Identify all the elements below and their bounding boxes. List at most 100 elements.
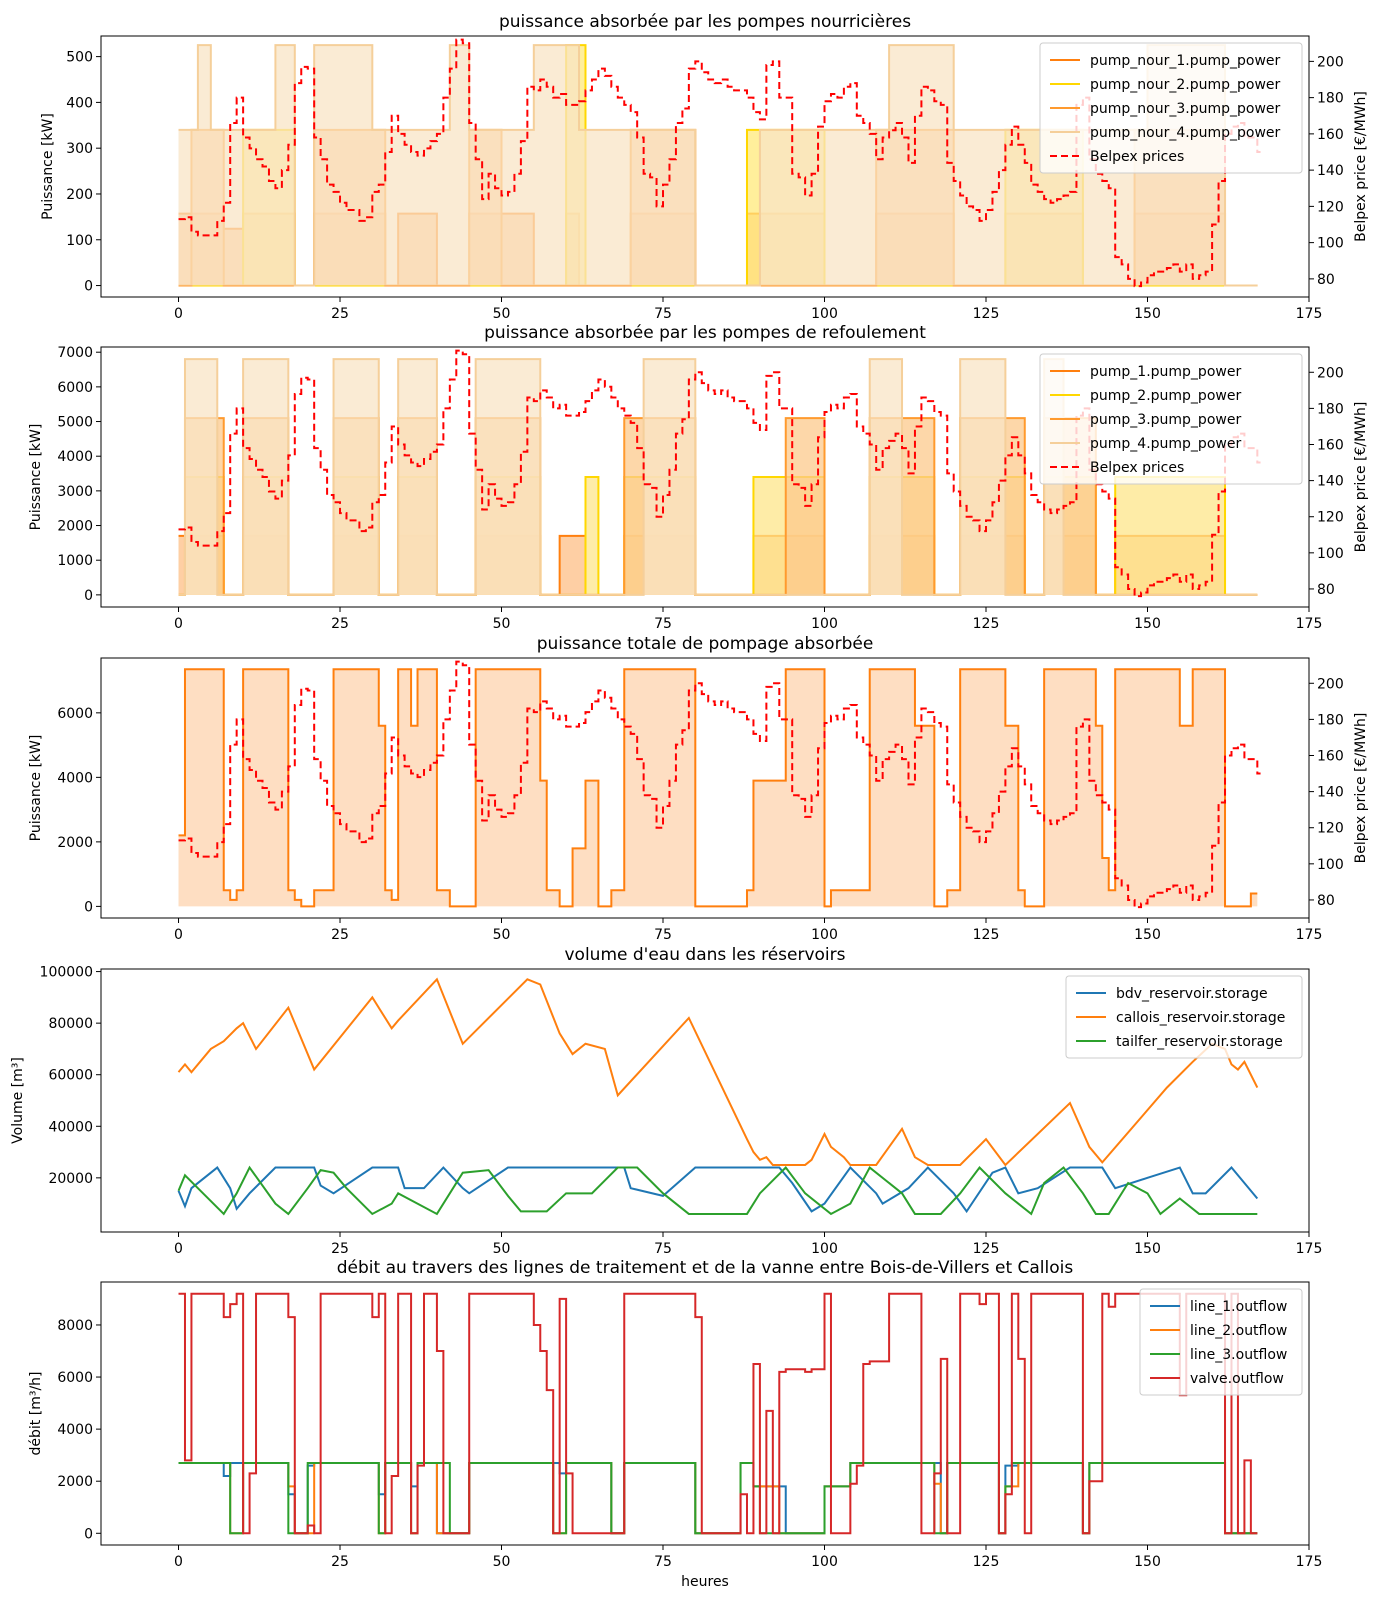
chart-title: puissance absorbée par les pompes de ref… [484,323,926,343]
y-tick-label: 300 [66,141,93,157]
y2-tick-label: 160 [1317,438,1344,454]
legend-label: pump_nour_4.pump_power [1090,125,1281,141]
y-tick-label: 3000 [57,484,93,500]
x-tick-label: 100 [811,1241,838,1257]
x-tick-label: 50 [493,1241,511,1257]
y2-tick-label: 100 [1317,857,1344,873]
series-line-2 [177,977,1259,1167]
y-axis-label: débit [m³/h] [28,1372,44,1456]
y-tick-label: 0 [84,899,93,915]
x-tick-label: 50 [493,1554,511,1570]
x-tick-label: 0 [174,616,183,632]
panel-4: volume d'eau dans les réservoirs 0 25 50 75 1… [10,945,1322,1257]
x-tick-label: 175 [1296,1241,1323,1257]
legend-box [1039,353,1303,485]
y-tick-label: 5000 [57,415,93,431]
y2-tick-label: 200 [1317,54,1344,70]
panel-1: puissance absorbée par les pompes nourri… [40,12,1369,322]
axes-frame [100,35,1310,298]
x-tick-label: 50 [493,306,511,322]
x-tick-label: 75 [654,927,672,943]
y2-tick-label: 120 [1317,199,1344,215]
y-tick-label: 200 [66,187,93,203]
x-tick-label: 0 [174,1554,183,1570]
x-tick-label: 175 [1296,1554,1323,1570]
y2-tick-label: 180 [1317,401,1344,417]
chart-title: puissance absorbée par les pompes nourri… [499,12,911,32]
y-axis-label: Puissance [kW] [28,424,44,531]
y2-tick-label: 160 [1317,127,1344,143]
legend-label: line_3.outflow [1190,1347,1287,1363]
y2-tick-label: 80 [1317,893,1335,909]
legend-label: line_2.outflow [1190,1323,1287,1339]
legend-label: pump_nour_2.pump_power [1090,77,1281,93]
y-tick-label: 60000 [48,1068,93,1084]
panel-3: puissance totale de pompage absorbée 0 25 5… [28,634,1369,943]
legend-label: Belpex prices [1090,460,1184,476]
series-belpex-prices [178,349,1261,598]
y2-axis-label: Belpex price [€/MWh] [1353,713,1369,864]
x-tick-label: 150 [1134,927,1161,943]
x-tick-label: 150 [1134,306,1161,322]
y2-tick-label: 120 [1317,821,1344,837]
y2-tick-label: 200 [1317,365,1344,381]
x-tick-label: 150 [1134,1554,1161,1570]
series-step-1 [178,1461,1258,1535]
chart-title: débit au travers des lignes de traitemen… [337,1258,1074,1278]
legend-box [1139,1288,1303,1396]
y-tick-label: 7000 [57,345,93,361]
y-tick-label: 6000 [57,706,93,722]
y-tick-label: 80000 [48,1016,93,1032]
series-step-3 [178,128,1258,287]
x-tick-label: 75 [654,306,672,322]
y2-tick-label: 140 [1317,785,1344,801]
x-tick-label: 75 [654,616,672,632]
y-tick-label: 100000 [40,965,93,981]
y-tick-label: 0 [84,588,93,604]
series-step-3 [178,1461,1258,1535]
legend-box [1065,975,1303,1059]
x-tick-label: 25 [331,306,349,322]
y-tick-label: 400 [66,95,93,111]
axes-frame [100,1281,1310,1546]
plot-area [177,977,1259,1216]
y-tick-label: 20000 [48,1171,93,1187]
x-tick-label: 0 [174,927,183,943]
series-line-1 [177,1166,1259,1214]
y-tick-label: 2000 [57,1474,93,1490]
y-tick-label: 4000 [57,1422,93,1438]
y2-tick-label: 180 [1317,91,1344,107]
legend: pump_nour_1.pump_power pump_nour_2.pump_p… [1039,42,1303,174]
plot-area [178,1292,1258,1535]
x-tick-label: 25 [331,1241,349,1257]
y2-tick-label: 120 [1317,510,1344,526]
y-tick-label: 4000 [57,449,93,465]
series-area-1 [178,669,1258,907]
panel-5: débit au travers des lignes de traitemen… [28,1258,1322,1570]
y-axis-label: Puissance [kW] [40,113,56,220]
y-tick-label: 4000 [57,770,93,786]
series-area-4 [178,359,1258,595]
y-tick-label: 8000 [57,1318,93,1334]
y-tick-label: 2000 [57,519,93,535]
series-step-2 [178,1461,1258,1535]
x-tick-label: 100 [811,927,838,943]
legend-label: pump_4.pump_power [1090,436,1241,452]
x-tick-label: 150 [1134,616,1161,632]
x-tick-label: 150 [1134,1241,1161,1257]
series-step-4 [178,1292,1258,1535]
y-tick-label: 0 [84,1526,93,1542]
y-tick-label: 1000 [57,553,93,569]
legend-label: bdv_reservoir.storage [1116,986,1268,1002]
x-tick-label: 100 [811,616,838,632]
y-tick-label: 6000 [57,1370,93,1386]
legend-label: tailfer_reservoir.storage [1116,1034,1283,1050]
series-area-4 [178,45,1258,286]
y2-tick-label: 80 [1317,272,1335,288]
legend-box [1039,42,1303,174]
y2-tick-label: 80 [1317,582,1335,598]
y-tick-label: 40000 [48,1119,93,1135]
x-tick-label: 75 [654,1554,672,1570]
y2-tick-label: 140 [1317,163,1344,179]
